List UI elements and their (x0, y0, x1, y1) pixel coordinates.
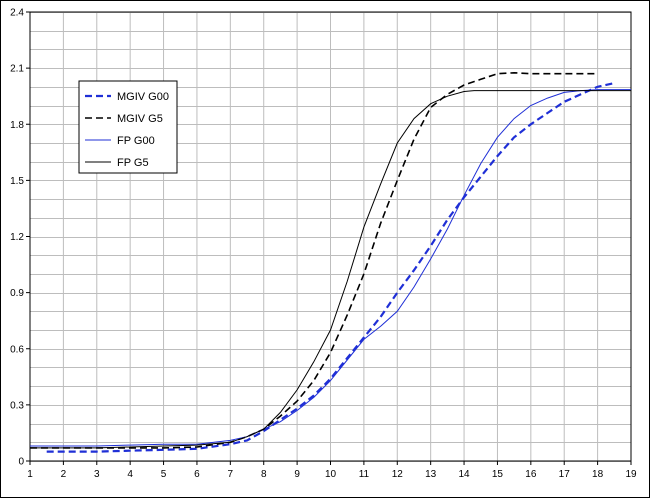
x-tick-label: 17 (559, 469, 571, 480)
legend-label: MGIV G00 (117, 91, 169, 103)
tick-labels: 1 2 3 4 5 6 7 8 9 10 11 12 13 14 15 16 17 18 1900.30.60.91… (10, 8, 637, 481)
y-tick-label: 1.8 (10, 120, 24, 131)
x-tick-label: 10 (325, 469, 337, 480)
x-tick-label: 7 (228, 469, 234, 480)
x-tick-label: 9 (294, 469, 300, 480)
x-tick-label: 4 (127, 469, 133, 480)
legend-label: FP G5 (117, 157, 149, 169)
legend-box (78, 80, 178, 174)
y-tick-label: 0.3 (10, 400, 24, 411)
x-tick-label: 11 (359, 469, 370, 480)
y-tick-label: 0 (18, 457, 24, 468)
axes (26, 11, 632, 465)
legend-label: MGIV G5 (117, 113, 163, 125)
series-line-mgiv-g00 (46, 82, 615, 453)
x-tick-label: 2 (61, 469, 67, 480)
x-tick-label: 13 (425, 469, 437, 480)
x-tick-label: 19 (625, 469, 637, 480)
x-tick-label: 5 (161, 469, 167, 480)
legend: MGIV G00 MGIV G5 FP G00 FP G5 (78, 80, 178, 174)
series-lines (30, 71, 631, 453)
y-tick-label: 1.5 (10, 176, 24, 187)
y-tick-label: 0.6 (10, 344, 24, 355)
x-tick-label: 8 (261, 469, 267, 480)
x-tick-label: 14 (458, 469, 470, 480)
series-line-fp-g00 (30, 89, 631, 447)
x-tick-label: 1 (27, 469, 33, 480)
x-tick-label: 6 (194, 469, 200, 480)
series-line-fp-g5 (30, 90, 631, 449)
y-tick-label: 2.4 (10, 8, 24, 19)
grid (29, 12, 632, 462)
x-tick-label: 3 (94, 469, 100, 480)
series-line-mgiv-g5 (30, 71, 598, 449)
x-tick-label: 18 (592, 469, 604, 480)
y-tick-label: 2.1 (10, 64, 24, 75)
legend-label: FP G00 (117, 135, 155, 147)
x-tick-label: 12 (392, 469, 404, 480)
y-tick-label: 0.9 (10, 288, 24, 299)
y-tick-label: 1.2 (10, 232, 24, 243)
x-tick-label: 16 (525, 469, 537, 480)
x-tick-label: 15 (492, 469, 504, 480)
